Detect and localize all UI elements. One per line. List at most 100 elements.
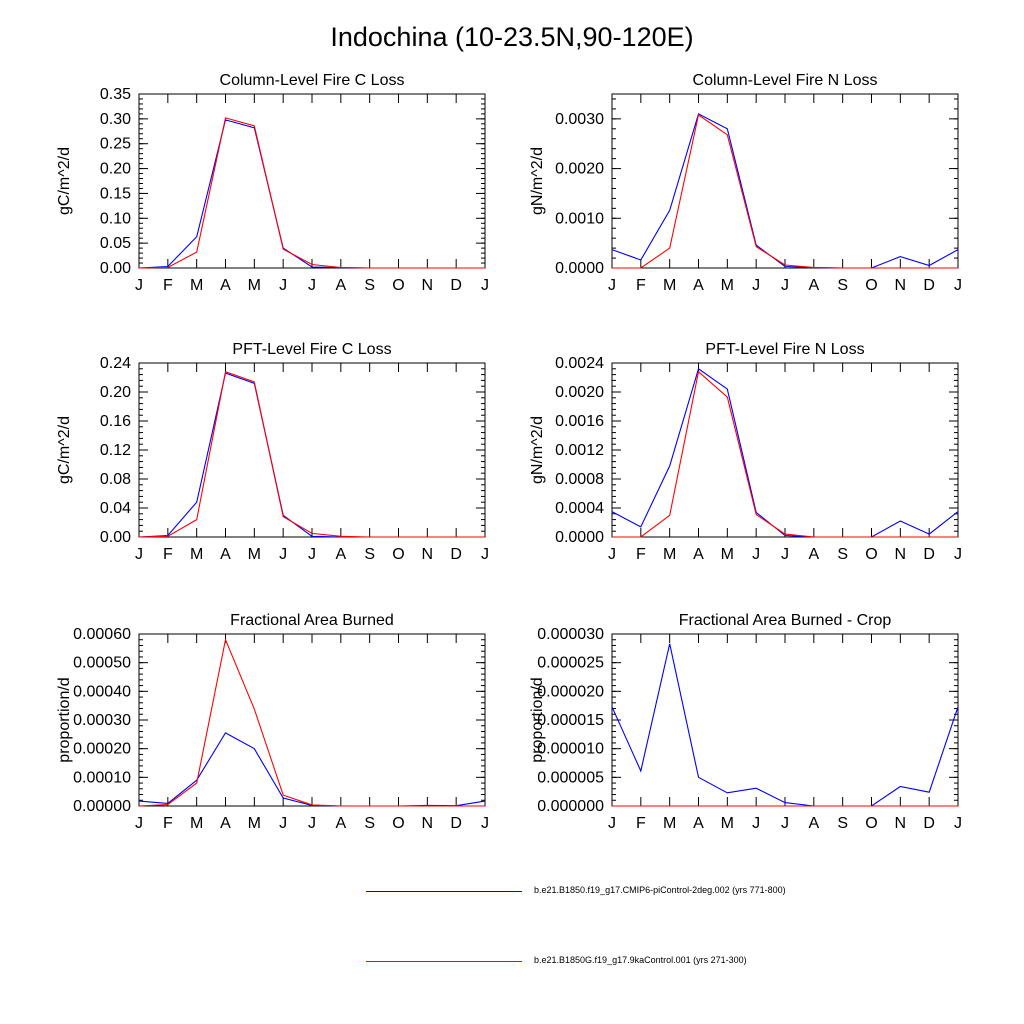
y-tick-label: 0.20 <box>100 161 131 178</box>
x-tick-label: J <box>608 277 616 294</box>
x-tick-label: N <box>422 546 434 563</box>
x-tick-label: N <box>895 815 907 832</box>
x-tick-label: J <box>308 546 316 563</box>
y-tick-label: 0.00000 <box>73 798 131 815</box>
x-tick-label: A <box>220 815 231 832</box>
x-tick-label: J <box>279 277 287 294</box>
x-tick-label: M <box>721 546 734 563</box>
x-tick-label: O <box>865 815 877 832</box>
x-tick-label: O <box>865 546 877 563</box>
x-tick-label: S <box>364 277 375 294</box>
x-tick-label: A <box>335 815 346 832</box>
legend-label-1: b.e21.B1850.f19_g17.CMIP6-piControl-2deg… <box>534 885 786 895</box>
x-tick-label: D <box>450 277 462 294</box>
series-line-2 <box>138 117 485 269</box>
x-tick-label: M <box>190 277 203 294</box>
x-tick-label: D <box>923 546 935 563</box>
y-tick-label: 0.0008 <box>555 471 604 488</box>
x-tick-label: J <box>954 815 962 832</box>
panel-title: Fractional Area Burned - Crop <box>679 612 892 629</box>
x-tick-label: N <box>895 277 907 294</box>
series-line-2 <box>138 370 485 538</box>
y-axis-label: proportion/d <box>56 677 73 762</box>
figure-title: Indochina (10-23.5N,90-120E) <box>330 22 694 52</box>
y-tick-label: 0.20 <box>100 384 131 401</box>
y-tick-label: 0.16 <box>100 413 131 430</box>
x-tick-label: O <box>392 815 404 832</box>
legend-line-1 <box>366 891 522 892</box>
y-tick-label: 0.0004 <box>555 500 604 517</box>
y-tick-label: 0.0020 <box>555 161 604 178</box>
x-tick-label: N <box>422 277 434 294</box>
chart-panel-6: Fractional Area Burned - Crop proportion/… <box>529 612 962 832</box>
y-tick-label: 0.24 <box>100 355 131 372</box>
y-tick-label: 0.0000 <box>555 529 604 546</box>
y-tick-label: 0.0020 <box>555 384 604 401</box>
x-tick-label: M <box>248 815 261 832</box>
x-tick-label: J <box>135 277 143 294</box>
plot-frame <box>138 362 486 538</box>
series-line-2 <box>612 113 958 269</box>
y-tick-label: 0.08 <box>100 471 131 488</box>
y-tick-label: 0.00020 <box>73 741 131 758</box>
series-line-1 <box>611 113 959 269</box>
x-tick-label: M <box>248 277 261 294</box>
x-tick-label: N <box>895 546 907 563</box>
y-tick-label: 0.00030 <box>73 712 131 729</box>
y-tick-label: 0.00050 <box>73 655 131 672</box>
x-tick-label: S <box>364 815 375 832</box>
x-tick-label: A <box>693 277 704 294</box>
y-tick-label: 0.15 <box>100 185 131 202</box>
x-tick-label: J <box>781 546 789 563</box>
x-tick-label: J <box>752 546 760 563</box>
x-tick-label: M <box>248 546 261 563</box>
y-axis-label: gC/m^2/d <box>56 416 73 484</box>
x-tick-label: M <box>190 546 203 563</box>
x-tick-label: D <box>450 546 462 563</box>
x-tick-label: A <box>220 546 231 563</box>
x-tick-label: D <box>923 815 935 832</box>
y-tick-label: 0.04 <box>100 500 131 517</box>
x-tick-label: F <box>163 277 173 294</box>
x-tick-label: M <box>663 815 676 832</box>
y-tick-label: 0.25 <box>100 136 131 153</box>
y-tick-label: 0.0010 <box>555 210 604 227</box>
panel-title: PFT-Level Fire C Loss <box>232 341 391 358</box>
y-tick-label: 0.000020 <box>537 683 604 700</box>
x-tick-label: O <box>392 546 404 563</box>
x-tick-label: A <box>335 277 346 294</box>
x-tick-label: D <box>923 277 935 294</box>
x-tick-label: M <box>663 546 676 563</box>
x-tick-label: A <box>693 815 704 832</box>
x-tick-label: J <box>752 277 760 294</box>
x-tick-label: A <box>335 546 346 563</box>
x-tick-label: J <box>608 546 616 563</box>
x-tick-label: S <box>837 277 848 294</box>
x-tick-label: J <box>481 815 489 832</box>
y-tick-label: 0.0012 <box>555 442 604 459</box>
x-tick-label: J <box>954 277 962 294</box>
x-tick-label: N <box>422 815 434 832</box>
y-axis-label: gN/m^2/d <box>529 147 546 215</box>
x-tick-label: M <box>190 815 203 832</box>
y-tick-label: 0.00010 <box>73 769 131 786</box>
plot-frame <box>611 93 959 269</box>
y-tick-label: 0.00040 <box>73 683 131 700</box>
series-line-1 <box>138 119 485 269</box>
x-tick-label: M <box>721 277 734 294</box>
series-line-2 <box>612 370 958 538</box>
x-tick-label: S <box>837 546 848 563</box>
panel-title: Fractional Area Burned <box>230 612 394 629</box>
series-line-1 <box>611 643 959 807</box>
plot-frame <box>611 633 959 807</box>
y-axis-label: gC/m^2/d <box>56 147 73 215</box>
y-tick-label: 0.00 <box>100 529 131 546</box>
x-tick-label: A <box>693 546 704 563</box>
panel-title: PFT-Level Fire N Loss <box>705 341 864 358</box>
y-tick-label: 0.000030 <box>537 626 604 643</box>
legend-line-2 <box>366 961 522 962</box>
